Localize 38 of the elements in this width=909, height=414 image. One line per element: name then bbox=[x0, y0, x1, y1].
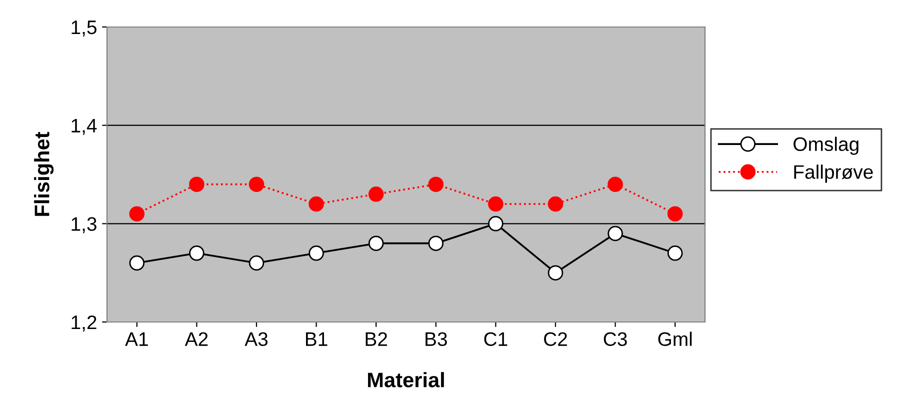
point bbox=[308, 246, 324, 261]
point bbox=[548, 265, 564, 280]
y-axis-title: Flisighet bbox=[34, 132, 54, 216]
point bbox=[368, 236, 384, 251]
x-tick-label: C2 bbox=[544, 332, 567, 346]
x-tick-label: A3 bbox=[244, 332, 268, 346]
point bbox=[189, 246, 204, 261]
point bbox=[608, 176, 623, 192]
x-tick-label: B2 bbox=[366, 332, 388, 346]
x-tick-label: B1 bbox=[306, 332, 328, 346]
point bbox=[308, 196, 324, 212]
point bbox=[248, 176, 264, 192]
x-axis-title: Material bbox=[368, 372, 444, 388]
point bbox=[608, 226, 623, 242]
x-tick-label: A2 bbox=[184, 332, 208, 346]
x-tick-label: C3 bbox=[604, 332, 627, 346]
point bbox=[129, 206, 145, 222]
y-tick-label: 1,3 bbox=[72, 217, 96, 234]
x-tick-label: B3 bbox=[426, 332, 447, 346]
legend-label: Omslag bbox=[794, 136, 858, 155]
point bbox=[488, 196, 504, 212]
point bbox=[189, 176, 204, 192]
x-tick-label: A1 bbox=[125, 332, 148, 346]
point bbox=[368, 186, 384, 202]
point bbox=[129, 255, 145, 271]
point bbox=[248, 255, 264, 271]
x-tick-label: C1 bbox=[484, 332, 508, 346]
y-tick-label: 1,5 bbox=[72, 20, 96, 37]
legend-label: Fallprøve bbox=[794, 164, 873, 183]
point bbox=[548, 196, 564, 212]
x-tick-label: Gml bbox=[658, 332, 692, 346]
point bbox=[428, 236, 444, 251]
point bbox=[667, 246, 683, 261]
y-tick-label: 1,2 bbox=[72, 315, 96, 332]
point bbox=[488, 216, 504, 232]
point bbox=[667, 206, 683, 222]
point bbox=[428, 176, 444, 192]
y-tick-label: 1,4 bbox=[72, 119, 97, 135]
